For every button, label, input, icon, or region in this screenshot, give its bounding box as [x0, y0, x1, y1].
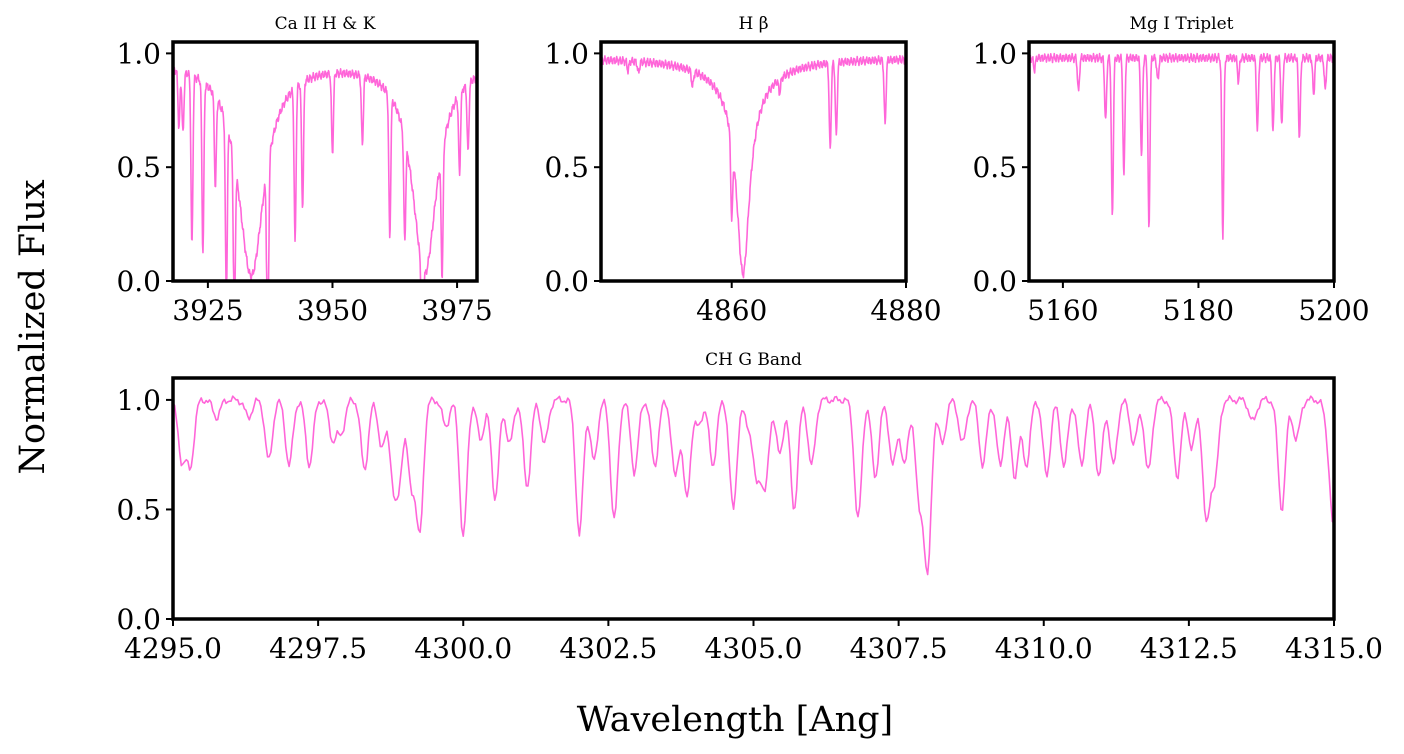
y-tick-label: 0.0	[116, 603, 161, 636]
panel-1: H β 4860 4880 0.0 0.5 1.0	[544, 14, 941, 327]
panel-title: Mg I Triplet	[1130, 14, 1234, 34]
panel-0: Ca II H & K 3925 3950 3975 0.0 0.5 1.0	[116, 14, 492, 327]
x-tick-label: 4295.0	[124, 632, 222, 665]
panel-title: CH G Band	[705, 350, 802, 370]
y-tick-label: 0.0	[544, 265, 589, 298]
x-tick-label: 4305.0	[705, 632, 803, 665]
y-tick-label: 1.0	[116, 384, 161, 417]
x-tick-label: 4297.5	[269, 632, 367, 665]
y-tick-label: 0.5	[116, 493, 161, 526]
panel-2: Mg I Triplet 5160 5180 5200 0.0 0.5 1.0	[972, 14, 1369, 327]
y-tick-label: 0.5	[116, 151, 161, 184]
axes-frame	[171, 40, 479, 283]
x-tick-label: 5160	[1027, 294, 1098, 327]
panel-3: CH G Band 4295.0 4297.5 4300.0 4302.5 4305.0 4…	[116, 350, 1383, 665]
x-tick-label: 5180	[1163, 294, 1234, 327]
y-axis-title: Normalized Flux	[13, 179, 53, 475]
x-tick-label: 4315.0	[1285, 632, 1383, 665]
axes-frame	[599, 40, 908, 283]
y-tick-label: 1.0	[972, 37, 1017, 70]
panel-title: Ca II H & K	[275, 14, 376, 34]
y-tick-label: 1.0	[544, 37, 589, 70]
x-tick-label: 3950	[297, 294, 368, 327]
x-tick-label: 3975	[421, 294, 492, 327]
spectrum-line	[173, 394, 1334, 576]
x-tick-label: 4310.0	[995, 632, 1093, 665]
x-tick-label: 4860	[696, 294, 767, 327]
panel-title: H β	[738, 14, 768, 34]
y-tick-label: 0.5	[544, 151, 589, 184]
spectrum-line	[173, 65, 477, 281]
x-tick-label: 3925	[172, 294, 243, 327]
spectrum-line	[601, 54, 906, 279]
axes-frame	[171, 376, 1336, 621]
x-tick-label: 4312.5	[1140, 632, 1238, 665]
y-tick-label: 0.0	[972, 265, 1017, 298]
x-axis-title: Wavelength [Ang]	[577, 700, 893, 740]
x-tick-label: 5200	[1298, 294, 1369, 327]
x-tick-label: 4307.5	[850, 632, 948, 665]
y-tick-label: 1.0	[116, 37, 161, 70]
x-tick-label: 4880	[870, 294, 941, 327]
x-tick-label: 4300.0	[414, 632, 512, 665]
x-tick-label: 4302.5	[559, 632, 657, 665]
y-tick-label: 0.0	[116, 265, 161, 298]
y-tick-label: 0.5	[972, 151, 1017, 184]
spectrum-line	[1029, 52, 1334, 240]
axes-frame	[1027, 40, 1336, 283]
